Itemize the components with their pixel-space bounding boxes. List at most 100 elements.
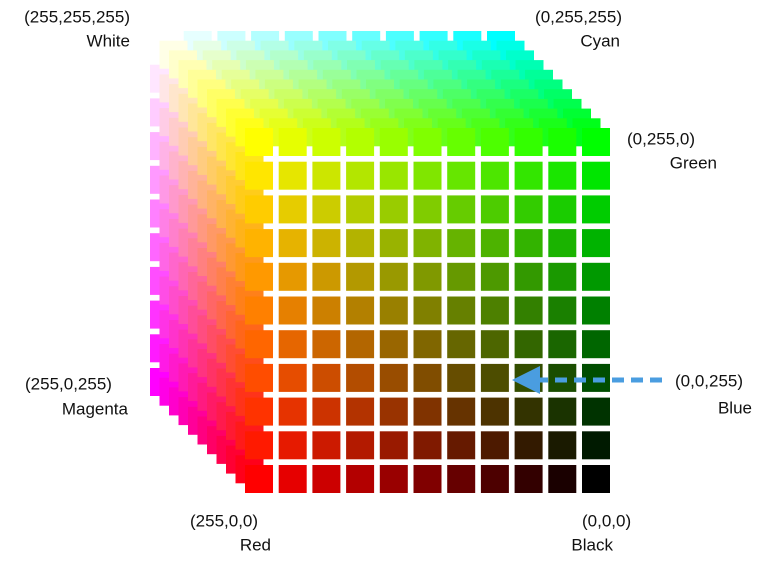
color-square	[582, 296, 610, 325]
color-square	[278, 262, 307, 291]
color-square	[548, 296, 577, 325]
color-square	[582, 465, 610, 493]
color-square	[582, 431, 610, 460]
color-square	[480, 296, 509, 325]
color-square	[480, 195, 509, 224]
color-square	[480, 397, 509, 426]
color-square	[312, 161, 341, 190]
blue-arrow	[512, 366, 662, 394]
color-square	[514, 330, 543, 359]
color-square	[245, 431, 273, 460]
color-cube	[150, 31, 610, 493]
color-square	[379, 195, 408, 224]
corner-rgb: (0,0,255)	[675, 371, 743, 390]
color-square	[447, 262, 476, 291]
corner-rgb: (0,255,0)	[627, 129, 695, 148]
color-square	[312, 262, 341, 291]
color-square	[312, 431, 341, 460]
color-square	[346, 195, 375, 224]
color-square	[278, 128, 307, 156]
color-square	[413, 465, 442, 493]
color-square	[346, 128, 375, 156]
color-square	[582, 397, 610, 426]
color-square	[312, 465, 341, 493]
color-square	[514, 229, 543, 258]
color-square	[447, 128, 476, 156]
color-square	[447, 397, 476, 426]
corner-name: Red	[240, 535, 271, 554]
color-square	[548, 229, 577, 258]
color-square	[245, 465, 273, 493]
color-square	[245, 128, 273, 156]
color-square	[582, 262, 610, 291]
color-square	[379, 397, 408, 426]
color-square	[379, 161, 408, 190]
color-square	[379, 128, 408, 156]
color-square	[278, 161, 307, 190]
color-square	[447, 195, 476, 224]
color-square	[278, 431, 307, 460]
color-square	[582, 330, 610, 359]
color-square	[346, 363, 375, 392]
color-square	[312, 330, 341, 359]
arrow-head	[512, 366, 540, 394]
color-square	[514, 465, 543, 493]
color-square	[480, 229, 509, 258]
color-square	[413, 128, 442, 156]
color-square	[514, 397, 543, 426]
color-square	[413, 262, 442, 291]
color-square	[447, 431, 476, 460]
corner-name: Blue	[718, 398, 752, 417]
color-square	[346, 229, 375, 258]
color-square	[245, 262, 273, 291]
color-square	[379, 465, 408, 493]
color-square	[312, 229, 341, 258]
color-square	[346, 397, 375, 426]
corner-name: Magenta	[62, 399, 129, 418]
color-square	[514, 296, 543, 325]
color-square	[548, 431, 577, 460]
color-square	[346, 431, 375, 460]
color-square	[514, 262, 543, 291]
color-square	[548, 262, 577, 291]
color-square	[514, 161, 543, 190]
color-square	[413, 229, 442, 258]
corner-rgb: (0,0,0)	[582, 511, 631, 530]
corner-rgb: (0,255,255)	[535, 7, 622, 26]
color-square	[480, 431, 509, 460]
corner-name: Green	[670, 153, 717, 172]
color-square	[312, 296, 341, 325]
color-square	[447, 363, 476, 392]
color-square	[582, 195, 610, 224]
color-square	[312, 128, 341, 156]
color-square	[413, 397, 442, 426]
color-square	[548, 465, 577, 493]
color-square	[514, 128, 543, 156]
color-square	[278, 363, 307, 392]
color-square	[582, 161, 610, 190]
color-square	[278, 195, 307, 224]
color-square	[312, 195, 341, 224]
color-square	[480, 128, 509, 156]
color-square	[379, 330, 408, 359]
color-square	[582, 128, 610, 156]
corner-rgb: (255,0,255)	[25, 374, 112, 393]
color-square	[548, 397, 577, 426]
color-square	[379, 363, 408, 392]
color-square	[278, 229, 307, 258]
color-square	[582, 229, 610, 258]
color-square	[379, 262, 408, 291]
color-square	[480, 363, 509, 392]
color-square	[447, 296, 476, 325]
color-square	[245, 161, 273, 190]
color-square	[413, 431, 442, 460]
color-square	[480, 262, 509, 291]
color-square	[447, 229, 476, 258]
color-square	[379, 229, 408, 258]
color-square	[379, 431, 408, 460]
color-square	[245, 229, 273, 258]
color-square	[346, 330, 375, 359]
color-square	[312, 397, 341, 426]
corner-name: Cyan	[580, 31, 620, 50]
